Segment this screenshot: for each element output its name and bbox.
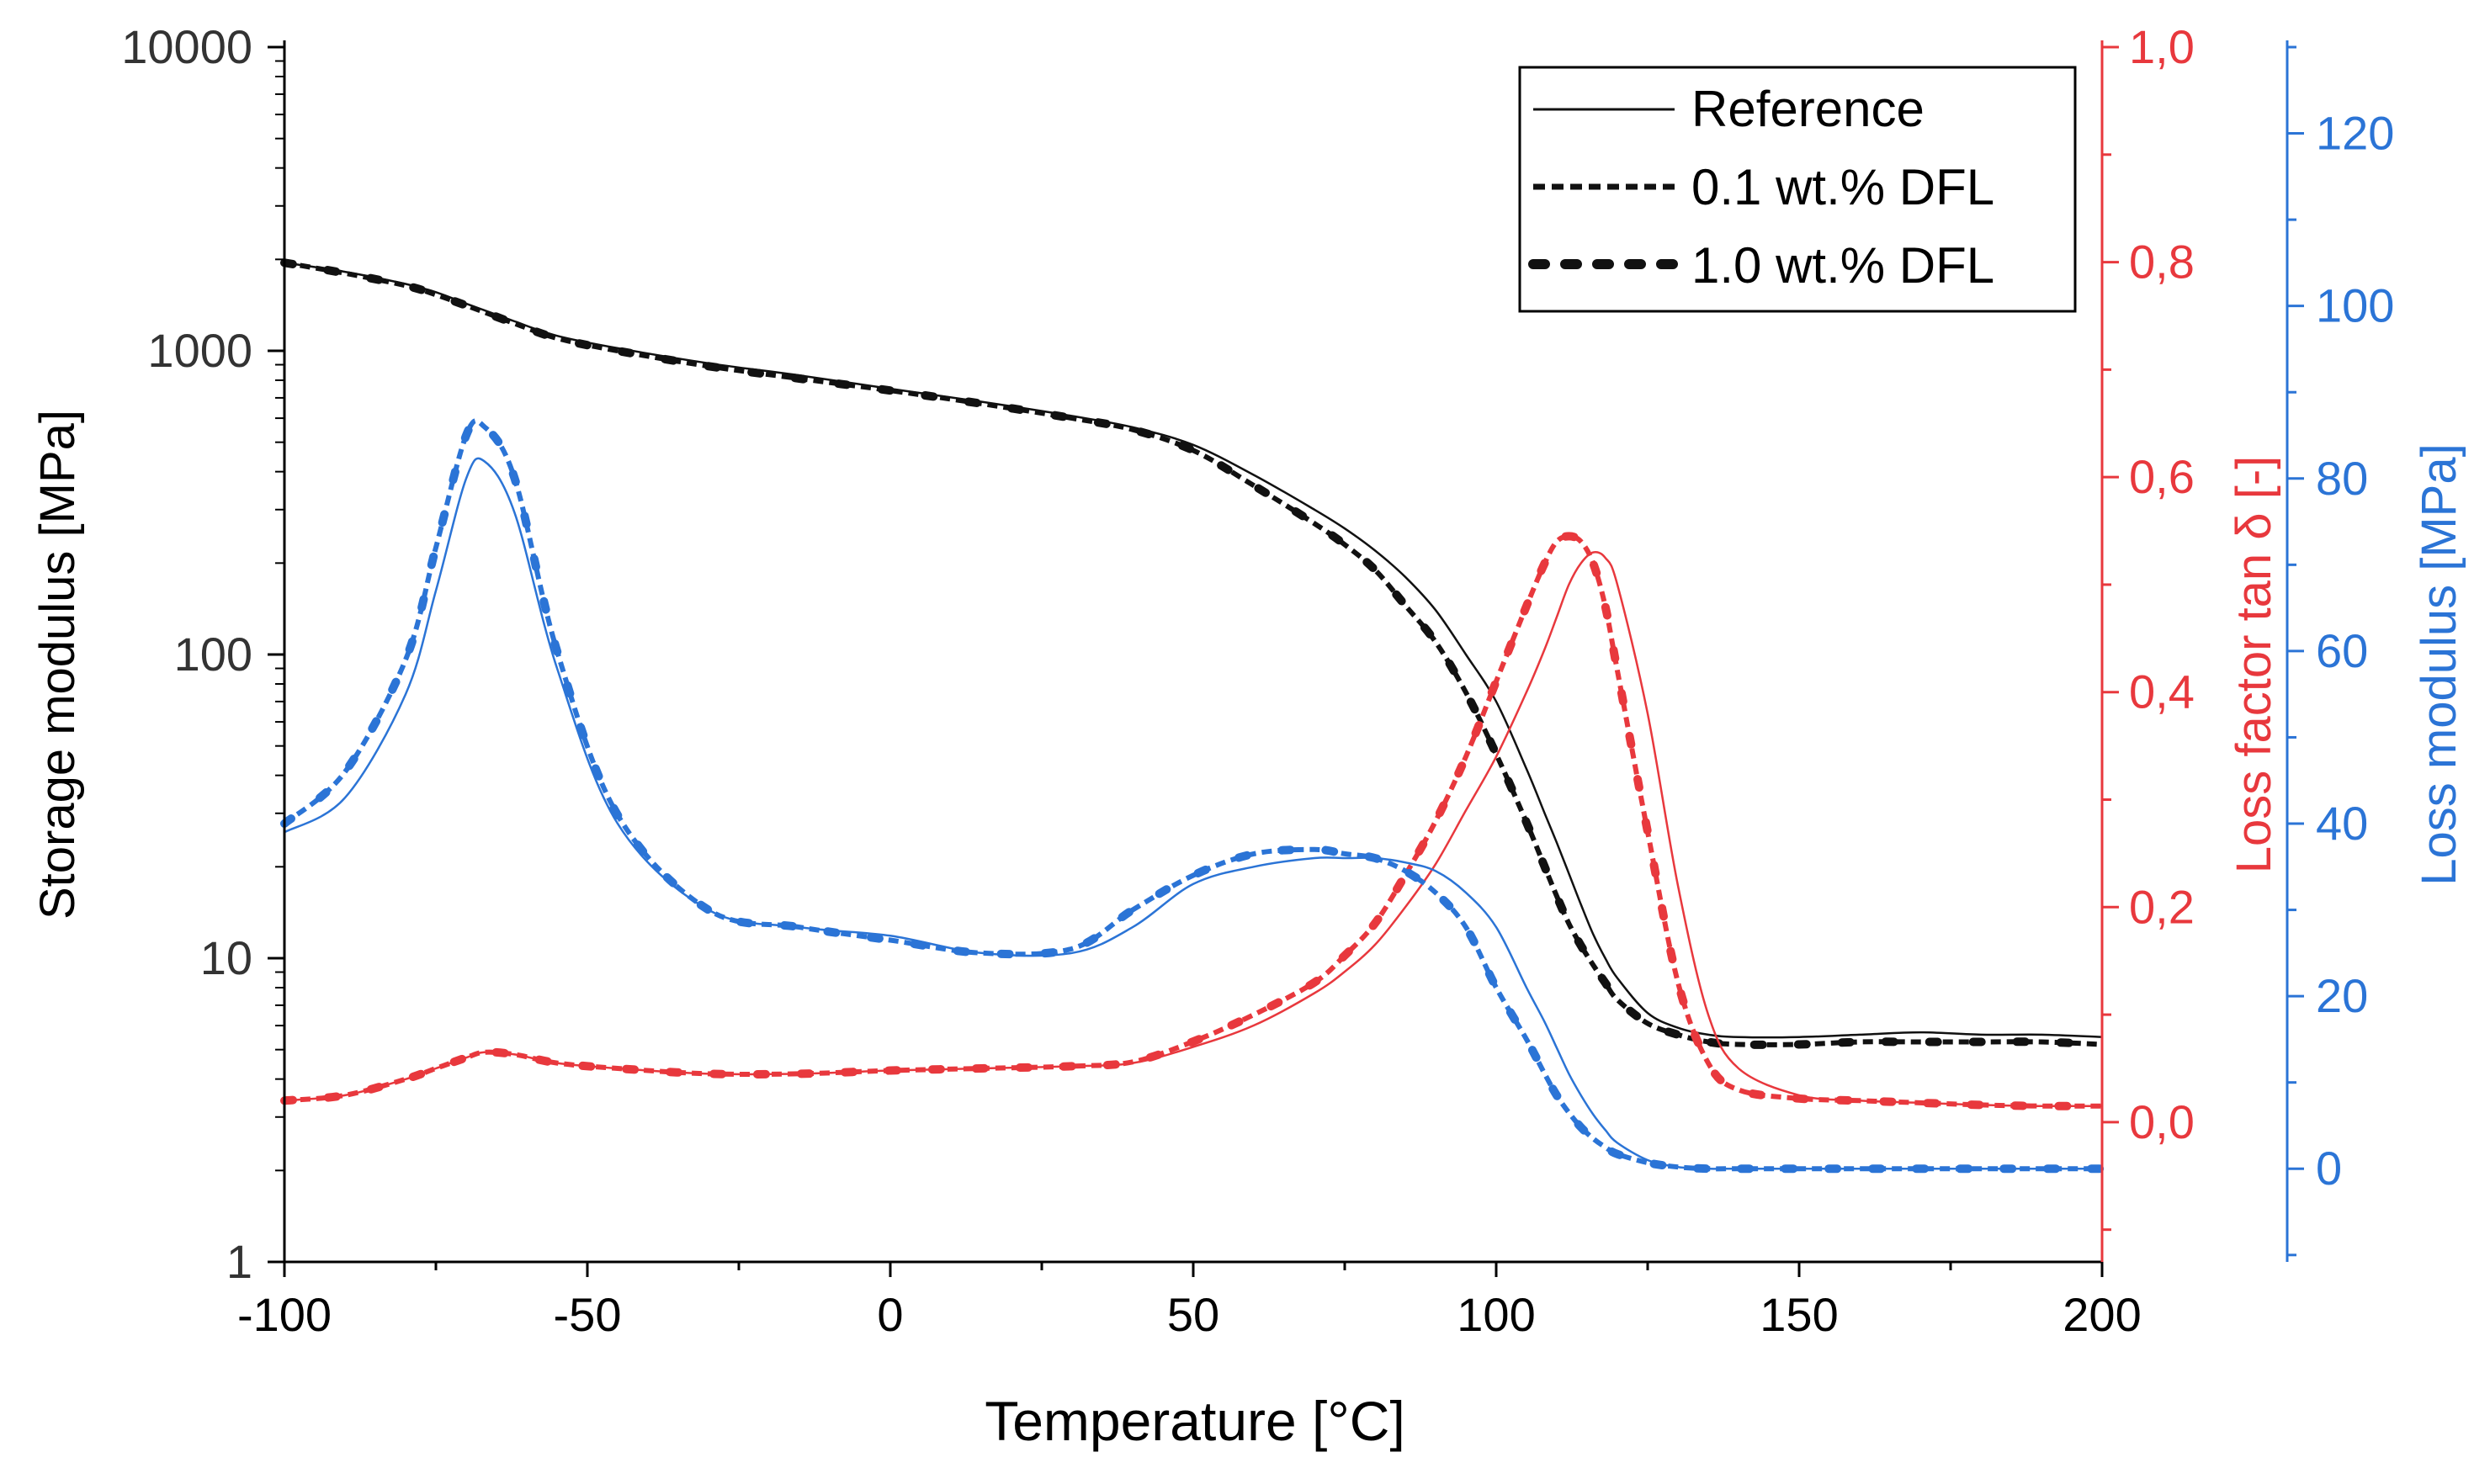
series-lines [280, 258, 2106, 1174]
legend-label-reference: Reference [1691, 81, 1925, 137]
x-tick-label: -50 [554, 1288, 622, 1341]
y-blue-tick-label: 100 [2316, 279, 2394, 332]
y-red-tick-label: 0,8 [2129, 236, 2195, 289]
y-axis-blue-label: Loss modulus [MPa] [2412, 443, 2466, 885]
y-blue-tick-label: 0 [2316, 1142, 2342, 1195]
y-blue-tick-label: 60 [2316, 624, 2368, 677]
y-red-tick-label: 0,2 [2129, 880, 2195, 933]
y-axis-red-label: Loss factor tan δ [-] [2227, 456, 2281, 873]
y-blue-tick-label: 120 [2316, 107, 2394, 160]
x-tick-label: 50 [1167, 1288, 1219, 1341]
x-tick-label: 100 [1457, 1288, 1535, 1341]
x-tick-label: 0 [877, 1288, 903, 1341]
y-left-tick-label: 1000 [147, 324, 252, 377]
legend-label-01: 0.1 wt.% DFL [1691, 159, 1994, 215]
x-axis-label: Temperature [°C] [985, 1390, 1405, 1452]
y-axis-left-label: Storage modulus [MPa] [30, 410, 85, 920]
y-red-tick-label: 1,0 [2129, 20, 2195, 73]
series-line-tan-dotted [280, 532, 2106, 1110]
y-left-tick-label: 10 [200, 931, 252, 984]
y-left-tick-label: 100 [174, 628, 252, 681]
x-tick-label: 200 [2063, 1288, 2141, 1341]
series-line-storage-dotted [280, 258, 2106, 1049]
legend-label-10: 1.0 wt.% DFL [1691, 237, 1994, 294]
y-left-tick-label: 1 [226, 1235, 252, 1288]
x-tick-label: 150 [1760, 1288, 1838, 1341]
y-blue-tick-label: 40 [2316, 797, 2368, 850]
series-line-loss-dotted [280, 416, 2106, 1174]
x-tick-label: -100 [237, 1288, 332, 1341]
y-red-tick-label: 0,4 [2129, 665, 2195, 718]
legend: Reference 0.1 wt.% DFL 1.0 wt.% DFL [1518, 66, 2077, 313]
axis-labels: Temperature [°C] Storage modulus [MPa] L… [30, 410, 2466, 1452]
y-blue-tick-label: 20 [2316, 969, 2368, 1022]
y-left-tick-label: 10000 [121, 20, 252, 73]
axes: -100 -50 0 50 100 150 2001101001000100000,00,2… [121, 20, 2394, 1341]
y-blue-tick-label: 80 [2316, 452, 2368, 505]
series-line-storage-solid [284, 262, 2103, 1039]
y-red-tick-label: 0,6 [2129, 450, 2195, 503]
y-red-tick-label: 0,0 [2129, 1095, 2195, 1148]
